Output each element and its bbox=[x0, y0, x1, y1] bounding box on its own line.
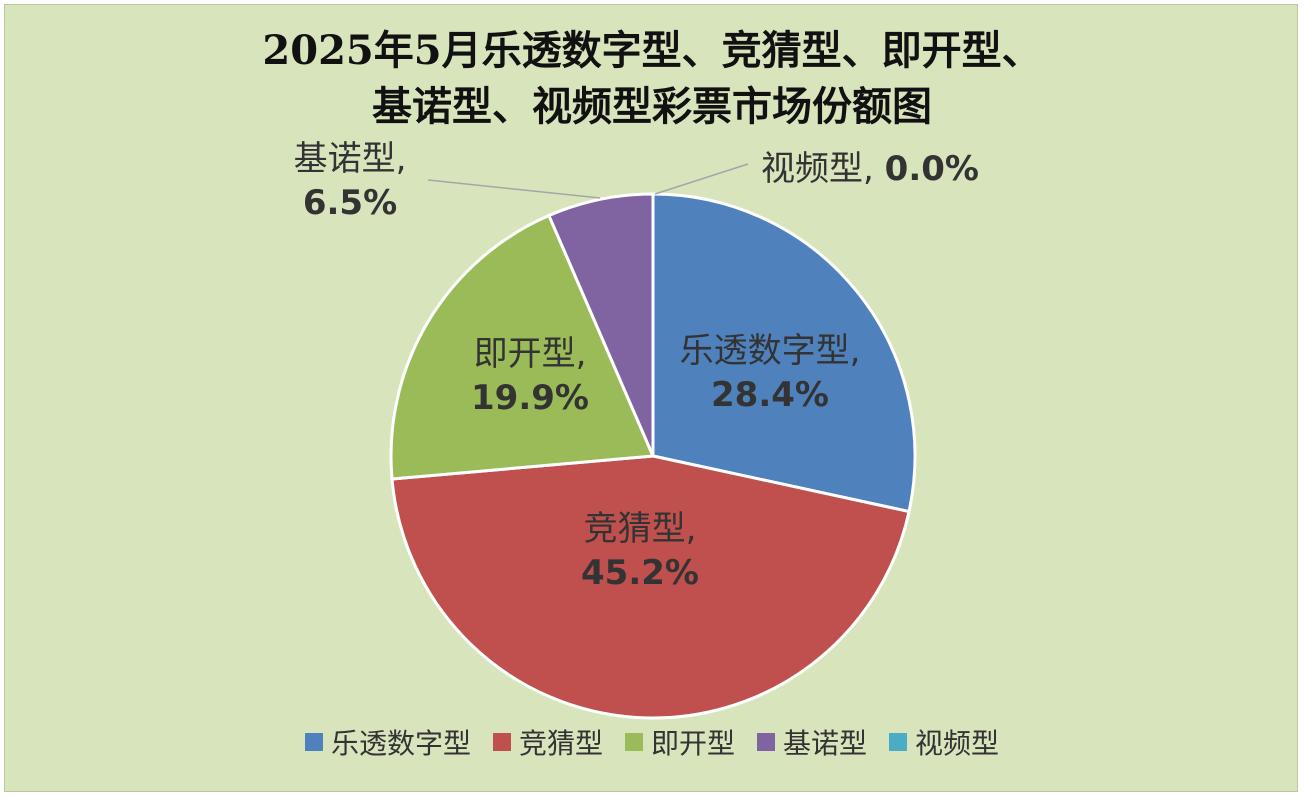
chart-title-line-2: 基诺型、视频型彩票市场份额图 bbox=[372, 83, 932, 130]
legend-swatch bbox=[889, 733, 908, 751]
pie-slices bbox=[389, 192, 917, 720]
legend-item-1: 乐透数字型 bbox=[304, 722, 471, 762]
data-label-value-4: 6.5% bbox=[303, 183, 397, 223]
pie-slice-3 bbox=[389, 213, 656, 481]
data-labels: 乐透数字型,28.4% 竞猜型,45.2% 即开型,19.9% 基诺型,6.5% 视频型… bbox=[294, 139, 979, 593]
leader-line-4 bbox=[427, 179, 601, 199]
legend-label: 竞猜型 bbox=[518, 727, 603, 760]
chart-title-line-1: 2025年5月乐透数字型、竞猜型、即开型、 bbox=[262, 27, 1042, 74]
chart-legend: 乐透数字型 竞猜型 即开型 基诺型 视频型 bbox=[0, 722, 1304, 762]
data-label-name-1: 乐透数字型, bbox=[680, 331, 861, 371]
data-label-value-2: 45.2% bbox=[581, 553, 699, 593]
legend-swatch bbox=[304, 733, 323, 751]
chart-title: 2025年5月乐透数字型、竞猜型、即开型、 基诺型、视频型彩票市场份额图 bbox=[5, 23, 1299, 135]
legend-label: 即开型 bbox=[650, 727, 735, 760]
data-label-name-4: 基诺型, bbox=[294, 139, 407, 179]
data-label-value-3: 19.9% bbox=[471, 378, 589, 418]
leader-line-5 bbox=[654, 163, 749, 195]
legend-label: 视频型 bbox=[915, 727, 1000, 760]
legend-swatch bbox=[624, 733, 643, 751]
data-label-name-3: 即开型, bbox=[474, 334, 587, 374]
legend-swatch bbox=[757, 733, 775, 751]
pie-slice-1 bbox=[651, 192, 917, 514]
data-label-name-2: 竞猜型, bbox=[584, 509, 697, 549]
data-label-5: 视频型, 0.0% bbox=[761, 149, 979, 189]
legend-item-2: 竞猜型 bbox=[492, 722, 603, 762]
legend-label: 基诺型 bbox=[783, 727, 868, 760]
legend-swatch bbox=[492, 733, 511, 751]
legend-item-4: 基诺型 bbox=[757, 722, 867, 762]
data-label-value-1: 28.4% bbox=[711, 375, 829, 415]
legend-label: 乐透数字型 bbox=[330, 727, 471, 760]
leader-lines bbox=[427, 163, 749, 199]
legend-item-5: 视频型 bbox=[889, 722, 999, 762]
pie-slice-2 bbox=[390, 454, 911, 720]
legend-item-3: 即开型 bbox=[624, 722, 735, 762]
